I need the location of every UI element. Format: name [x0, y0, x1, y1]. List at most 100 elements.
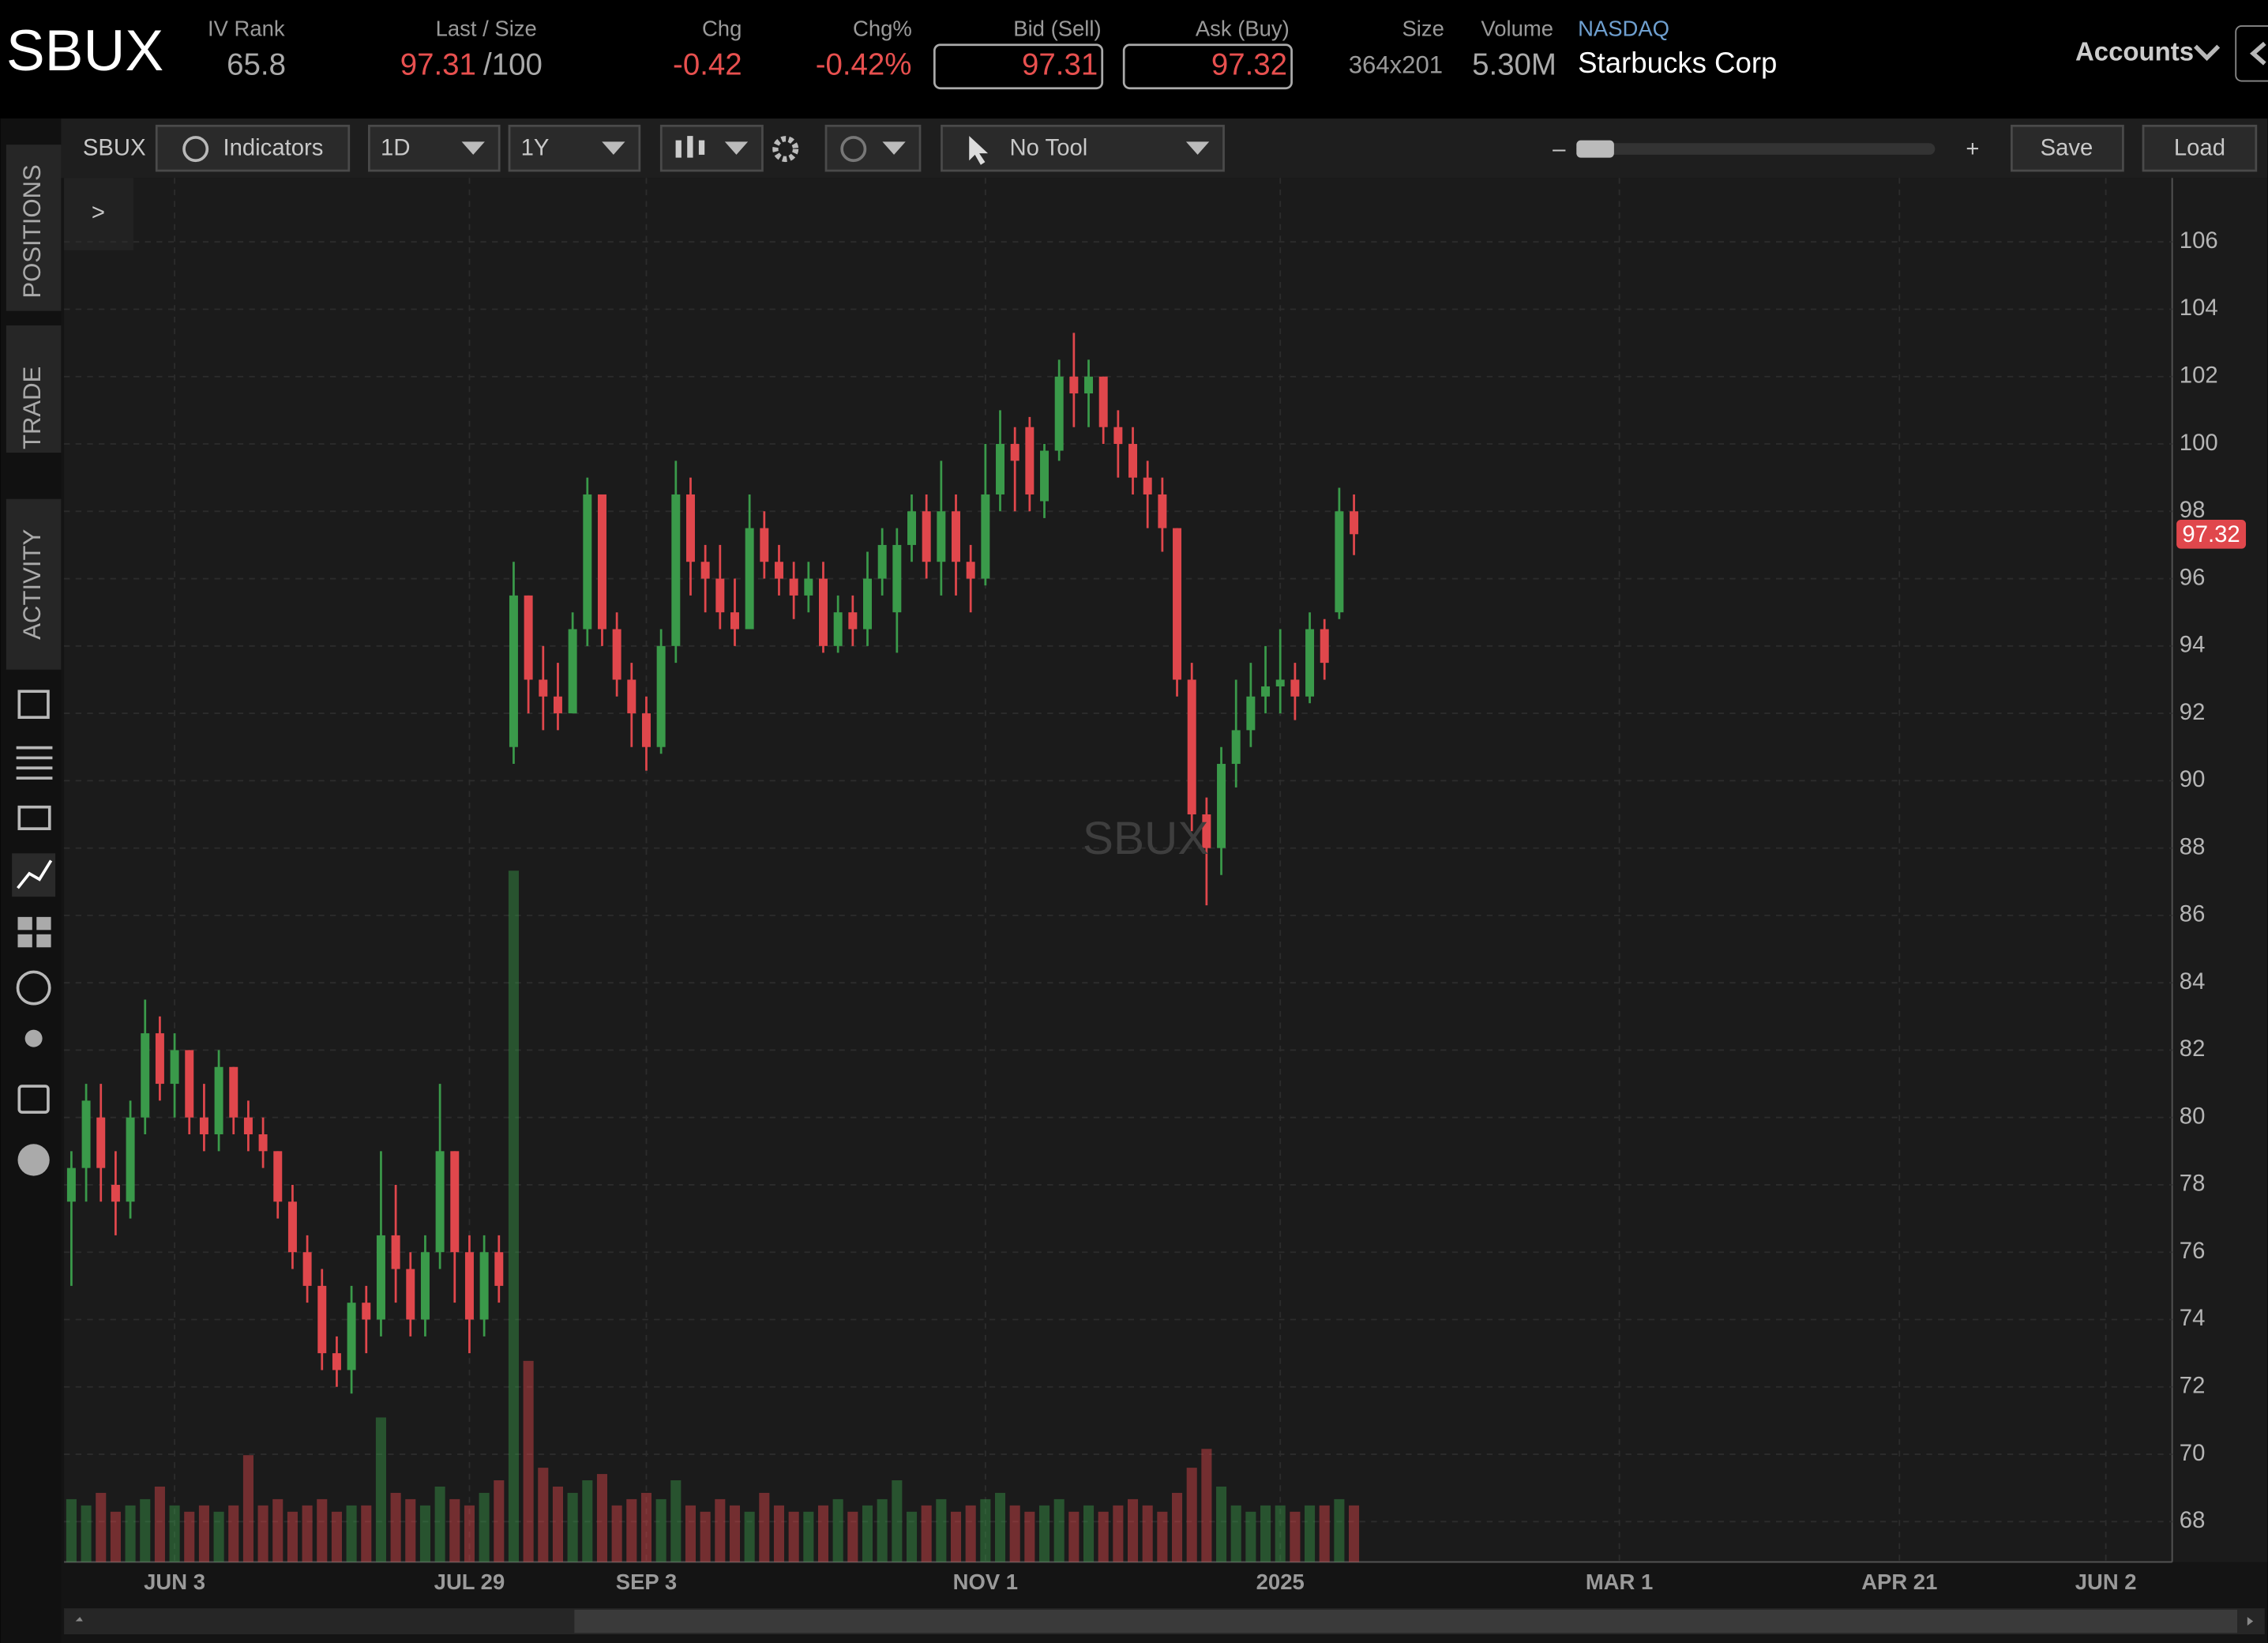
- ask-label: Ask (Buy): [1196, 17, 1290, 41]
- panel-toggle-button[interactable]: [64, 178, 133, 250]
- chart-style-icon[interactable]: [687, 136, 693, 158]
- volume-bar: [198, 1505, 209, 1562]
- ask-button[interactable]: [1122, 43, 1293, 90]
- monitor-icon[interactable]: [17, 690, 50, 719]
- grid-icon[interactable]: [17, 916, 51, 948]
- settings-icon[interactable]: [772, 136, 799, 163]
- volume-bar: [361, 1505, 372, 1562]
- dropdown-arrow[interactable]: [602, 141, 625, 155]
- scroll-thumb[interactable]: [574, 1609, 2238, 1634]
- volume-bar: [1171, 1492, 1183, 1562]
- collapse-arrow[interactable]: [2250, 41, 2266, 66]
- dropdown-arrow[interactable]: [461, 141, 485, 155]
- people-icon[interactable]: [24, 1029, 43, 1047]
- candle-body: [66, 1167, 76, 1202]
- load[interactable]: Load: [2174, 134, 2225, 160]
- panel-toggle[interactable]: >: [92, 200, 105, 226]
- dropdown-arrow[interactable]: [724, 141, 749, 155]
- volume-bar: [1068, 1511, 1080, 1562]
- scroll-left[interactable]: [75, 1617, 83, 1622]
- candle-body: [126, 1117, 135, 1202]
- x-tick-label: JUN 3: [144, 1570, 205, 1594]
- candle-body: [774, 562, 783, 579]
- pointer-icon[interactable]: [969, 136, 989, 165]
- zoom-handle[interactable]: [1576, 140, 1614, 158]
- candle-body: [258, 1134, 268, 1152]
- volume-bar: [287, 1511, 298, 1562]
- indicators-icon[interactable]: [182, 136, 209, 163]
- tool[interactable]: No Tool: [1010, 134, 1088, 160]
- y-tick-label: 106: [2180, 227, 2218, 254]
- dropdown-arrow[interactable]: [1185, 141, 1210, 155]
- indicators[interactable]: Indicators: [223, 134, 323, 160]
- period[interactable]: 1Y: [521, 134, 550, 160]
- y-tick-label: 96: [2180, 564, 2206, 590]
- candle-body: [199, 1117, 208, 1135]
- calendar-icon[interactable]: [17, 1085, 50, 1114]
- tool-dropdown[interactable]: [941, 124, 1225, 172]
- volume-bar: [817, 1505, 829, 1562]
- y-tick-label: 92: [2180, 699, 2206, 725]
- candle-body: [1054, 376, 1064, 451]
- aggregation[interactable]: 1D: [381, 134, 410, 160]
- save-button[interactable]: [2011, 124, 2124, 172]
- indicators-button[interactable]: [155, 124, 351, 172]
- volume-bar: [1157, 1511, 1168, 1562]
- positions-tab[interactable]: [6, 145, 62, 311]
- candle-body: [656, 645, 666, 747]
- candle-body: [685, 494, 695, 562]
- scroll-right[interactable]: [2247, 1617, 2254, 1626]
- list-icon[interactable]: [16, 746, 53, 780]
- candle-body: [1217, 764, 1226, 848]
- load-button[interactable]: [2142, 124, 2258, 172]
- volume-bar: [434, 1486, 445, 1562]
- trade-tab-label[interactable]: TRADE: [18, 367, 46, 449]
- volume-bar: [862, 1505, 873, 1562]
- toolbar-symbol[interactable]: SBUX: [83, 134, 146, 160]
- candle-body: [1010, 444, 1019, 461]
- volume-bar: [1230, 1505, 1241, 1562]
- y-tick-label: 84: [2180, 968, 2206, 994]
- volume-bar: [1319, 1505, 1330, 1562]
- candle-body: [141, 1033, 150, 1118]
- charts-icon[interactable]: [17, 859, 53, 889]
- bid[interactable]: 97.31: [1022, 47, 1098, 81]
- accounts-chevron[interactable]: [2194, 44, 2221, 62]
- volume-bar: [582, 1480, 593, 1562]
- zoom-out[interactable]: –: [1553, 136, 1566, 162]
- crosshair-dropdown[interactable]: [824, 124, 922, 172]
- candle-body: [952, 511, 960, 562]
- save[interactable]: Save: [2041, 134, 2093, 160]
- activity-tab[interactable]: [6, 498, 62, 670]
- crosshair-icon[interactable]: [840, 136, 867, 163]
- candle-body: [1098, 376, 1108, 427]
- candle-body: [1320, 629, 1329, 664]
- candle-body: [1305, 629, 1315, 697]
- trade-tab[interactable]: [6, 325, 62, 453]
- bid-button[interactable]: [933, 43, 1104, 90]
- gauge-icon[interactable]: [16, 970, 51, 1006]
- last-size: /100: [483, 47, 543, 81]
- accounts[interactable]: Accounts: [2075, 36, 2194, 66]
- activity-tab-label[interactable]: ACTIVITY: [18, 528, 46, 639]
- volume-bar: [685, 1505, 697, 1562]
- zoom-in[interactable]: +: [1966, 136, 1979, 162]
- aggregation-dropdown[interactable]: [368, 124, 501, 172]
- chart-style-icon[interactable]: [698, 140, 705, 155]
- ask[interactable]: 97.32: [1211, 47, 1287, 81]
- size-label: Size: [1402, 17, 1444, 41]
- volume-bar: [936, 1498, 947, 1562]
- tv-icon[interactable]: [17, 805, 51, 830]
- positions-tab-label[interactable]: POSITIONS: [18, 164, 46, 298]
- y-tick-label: 78: [2180, 1171, 2206, 1197]
- volume-bar: [110, 1511, 121, 1562]
- candle-body: [863, 578, 872, 630]
- x-tick-label: MAR 1: [1586, 1570, 1653, 1594]
- chart-style-icon[interactable]: [675, 140, 682, 158]
- volume-bar: [759, 1492, 770, 1562]
- help-icon[interactable]: [17, 1144, 50, 1176]
- dropdown-arrow[interactable]: [882, 141, 906, 155]
- zoom-slider[interactable]: [1576, 143, 1936, 155]
- candle-body: [287, 1201, 297, 1253]
- volume-bar: [552, 1486, 563, 1562]
